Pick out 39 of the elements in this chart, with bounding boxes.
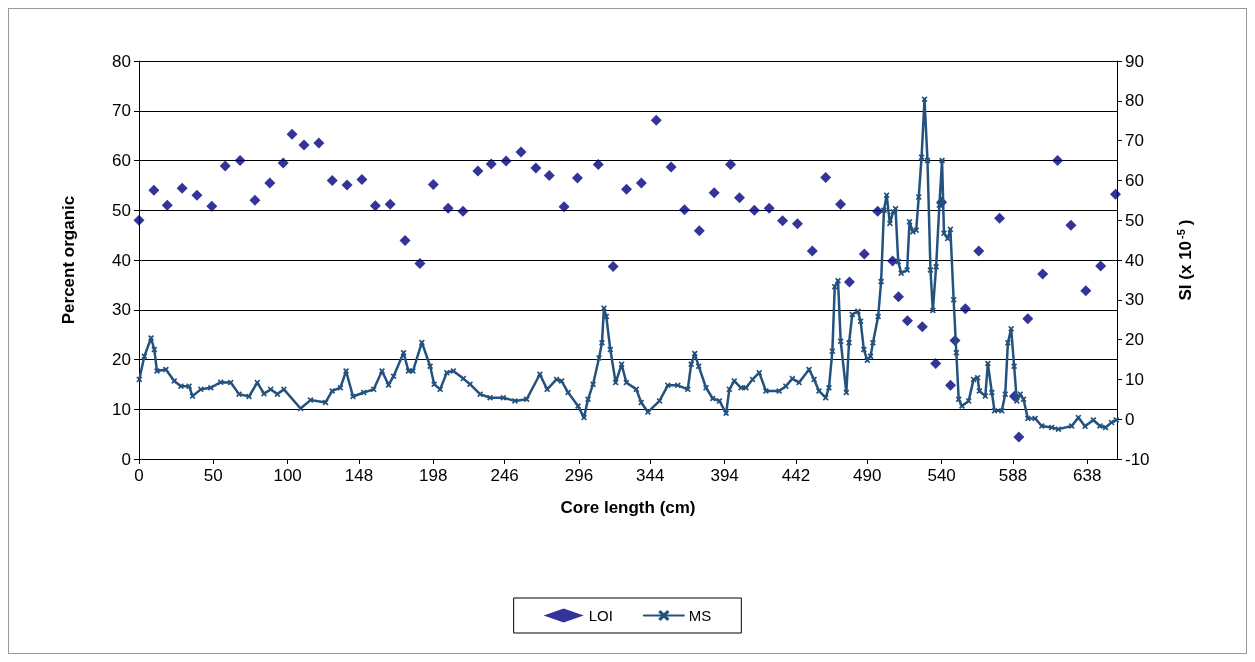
x-tick-label: 50	[203, 466, 223, 485]
y2-tick-label: 80	[1125, 91, 1144, 111]
x-tick-label: 638	[1073, 466, 1102, 485]
x-tick-label: 344	[636, 466, 665, 485]
x-tick-label: 540	[927, 466, 956, 485]
y-tick-label: 0	[121, 449, 131, 469]
y-tick-label: 60	[112, 151, 131, 170]
x-tick-label: 490	[853, 466, 882, 485]
y2-tick-label: 40	[1125, 250, 1144, 270]
x-tick-label: 442	[781, 466, 811, 485]
x-tick-label: 246	[490, 466, 519, 485]
x-tick-label: 588	[998, 466, 1028, 485]
y-tick-label: 30	[112, 300, 131, 320]
y2-tick-label: 70	[1125, 131, 1144, 151]
x-tick-label: 148	[344, 466, 374, 485]
x-tick-label: 0	[134, 466, 144, 485]
x-tick-label: 394	[710, 466, 739, 485]
x-tick-label: 100	[273, 466, 302, 485]
y2-tick-label: 20	[1125, 330, 1144, 350]
y2-tick-label: -10	[1125, 449, 1150, 469]
y2-tick-label: 50	[1125, 210, 1144, 230]
x-axis-title: Core length (cm)	[560, 498, 696, 517]
y2-axis-title: SI (x 10-5)	[1174, 219, 1195, 301]
y2-tick-label: 30	[1125, 290, 1144, 310]
y2-tick-label: 0	[1125, 409, 1135, 429]
y-tick-label: 80	[112, 51, 131, 71]
y-tick-label: 20	[112, 350, 131, 369]
legend-label: MS	[688, 607, 712, 624]
x-tick-label: 198	[419, 466, 448, 485]
y-tick-label: 40	[112, 250, 131, 270]
y-axis-title: Percent organic	[59, 195, 78, 325]
y-tick-label: 50	[112, 200, 131, 220]
y-tick-label: 10	[112, 399, 131, 419]
y2-tick-label: 10	[1125, 369, 1144, 389]
legend-label: LOI	[588, 607, 613, 624]
y-tick-label: 70	[112, 101, 131, 121]
y2-tick-label: 90	[1125, 51, 1144, 71]
x-tick-label: 296	[564, 466, 594, 485]
y2-tick-label: 60	[1125, 170, 1144, 190]
